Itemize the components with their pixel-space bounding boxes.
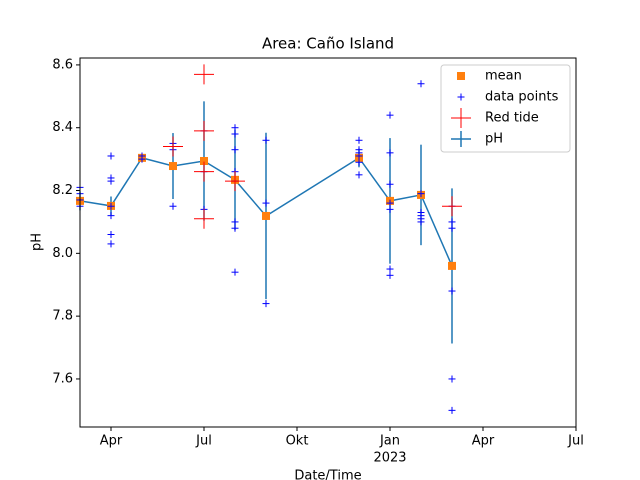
data-point [262,199,270,207]
data-point [231,224,239,232]
y-tick-label: 8.0 [52,246,73,261]
data-point [386,199,394,207]
data-point [448,224,456,232]
data-point [448,287,456,295]
data-point [107,152,115,160]
x-axis-label: Date/Time [294,469,361,480]
y-tick-label: 8.2 [52,183,73,198]
data-point [386,265,394,273]
legend-label: pH [485,132,503,147]
data-point [417,80,425,88]
data-point [107,240,115,248]
data-point [194,64,214,85]
data-point [231,268,239,276]
data-point [231,146,239,154]
y-axis-label: pH [30,233,45,251]
x-tick-label: Jan [379,434,400,449]
data-point [194,208,214,229]
data-point [448,375,456,383]
data-point [107,230,115,238]
x-tick-year: 2023 [373,451,406,466]
data-point [231,218,239,226]
data-point [386,149,394,157]
legend-marker [457,72,465,80]
data-point [231,124,239,132]
mean-marker [448,261,456,270]
data-point [107,177,115,185]
mean-marker [262,211,270,220]
data-point [442,196,462,217]
x-tick-label: Jul [195,434,212,449]
data-point [355,158,363,166]
data-point [417,218,425,226]
y-tick-label: 8.6 [52,57,73,72]
y-tick-label: 7.8 [52,309,73,324]
mean-marker [200,157,208,166]
data-point [417,190,425,198]
data-point [386,205,394,213]
legend-label: mean [485,69,522,84]
x-tick-label: Apr [100,434,123,449]
data-point [448,406,456,414]
data-point [107,212,115,220]
data-point [138,155,146,163]
data-point [262,136,270,144]
mean-marker [169,162,177,171]
x-tick-label: Apr [472,434,495,449]
chart-title: Area: Caño Island [262,35,394,53]
legend-label: data points [485,90,559,105]
data-point [194,161,214,182]
data-point [386,111,394,119]
data-point [386,271,394,279]
x-tick-label: Jul [567,434,584,449]
data-point [163,136,183,157]
data-point [355,171,363,179]
y-tick-label: 7.6 [52,371,73,386]
data-point [386,180,394,188]
data-point [262,300,270,308]
data-point [231,130,239,138]
data-point [225,171,245,192]
legend-box [440,64,571,153]
data-point [169,202,177,210]
data-point [194,120,214,141]
data-point [355,152,363,160]
data-point [107,202,115,210]
legend-label: Red tide [485,111,539,126]
data-point [448,218,456,226]
y-tick-label: 8.4 [52,120,73,135]
data-point [355,136,363,144]
x-tick-label: Okt [286,434,309,449]
plot-frame [79,57,577,428]
